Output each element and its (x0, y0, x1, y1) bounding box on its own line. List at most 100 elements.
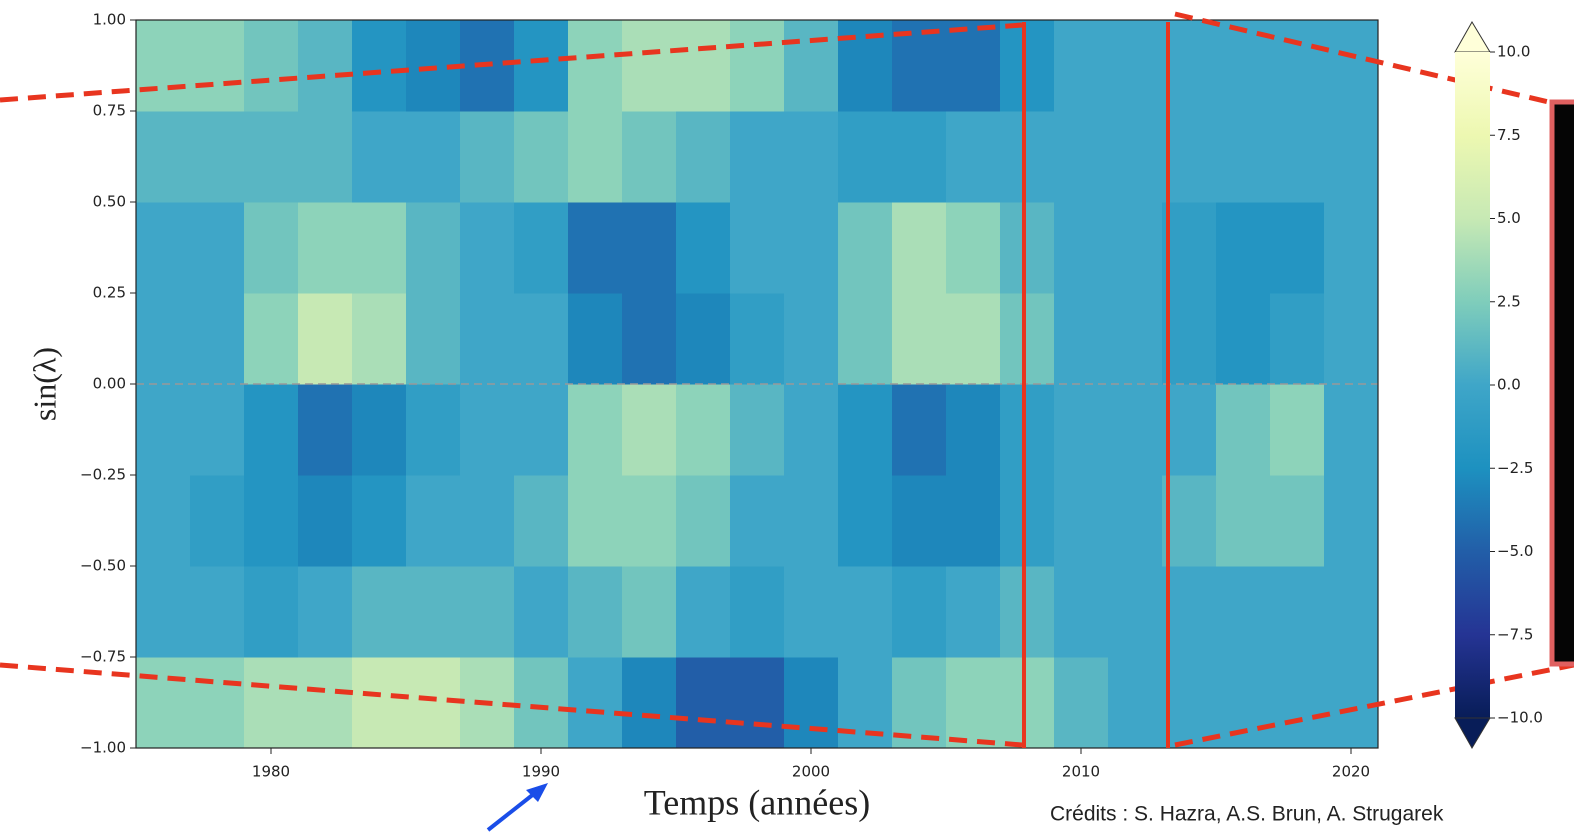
cell (1108, 111, 1163, 203)
cell (1216, 111, 1271, 203)
cell (784, 20, 839, 112)
cell (406, 202, 461, 294)
cell (676, 111, 731, 203)
cell (190, 657, 245, 748)
arrow-shaft (486, 791, 537, 832)
cell (1108, 657, 1163, 748)
cell (352, 657, 407, 748)
cell (352, 202, 407, 294)
cell (784, 384, 839, 476)
cell (1108, 20, 1163, 112)
cell (460, 566, 515, 658)
cell (1216, 657, 1271, 748)
cell (136, 293, 191, 385)
y-tick-label: 1.00 (93, 11, 126, 29)
annotations (0, 11, 1574, 748)
cell (244, 111, 299, 203)
cell (1054, 657, 1109, 748)
cell (1108, 202, 1163, 294)
cell (1108, 293, 1163, 385)
cell (1270, 384, 1325, 476)
colorbar-extension (1454, 717, 1491, 749)
colorbar-tick-label: 5.0 (1497, 209, 1521, 227)
inset (1549, 99, 1574, 667)
x-tick-label: 1980 (252, 763, 290, 781)
cell (514, 20, 569, 112)
cell (784, 475, 839, 567)
colorbar-tick-label: 0.0 (1497, 376, 1521, 394)
cell (1216, 384, 1271, 476)
cell (1216, 475, 1271, 567)
cell (1324, 566, 1378, 658)
cell (1270, 657, 1325, 748)
cell (730, 657, 785, 748)
cell (1000, 475, 1055, 567)
heatmap (136, 20, 1378, 748)
cell (190, 202, 245, 294)
cell (892, 475, 947, 567)
cell (676, 566, 731, 658)
cell (1270, 475, 1325, 567)
y-axis-label: sin(λ) (26, 347, 62, 421)
cell (1324, 475, 1378, 567)
cell (514, 384, 569, 476)
cell (1216, 202, 1271, 294)
cell (622, 20, 677, 112)
cell (622, 202, 677, 294)
cell (838, 20, 893, 112)
cell (1216, 566, 1271, 658)
cell (568, 566, 623, 658)
dashed-line (1174, 662, 1574, 748)
cell (406, 111, 461, 203)
cell (244, 384, 299, 476)
cell (136, 566, 191, 658)
cell (1000, 566, 1055, 658)
cell (1054, 202, 1109, 294)
cell (838, 111, 893, 203)
cell (190, 566, 245, 658)
colorbar-extension (1454, 21, 1491, 53)
cell (838, 293, 893, 385)
cell (1270, 566, 1325, 658)
cell (352, 20, 407, 112)
cell (190, 111, 245, 203)
cell (298, 384, 353, 476)
cell (352, 475, 407, 567)
cell (244, 566, 299, 658)
cell (730, 111, 785, 203)
cell (406, 475, 461, 567)
cell (460, 475, 515, 567)
cell (730, 566, 785, 658)
cell (298, 202, 353, 294)
cell (190, 293, 245, 385)
colorbar-body (1455, 52, 1490, 718)
cell (730, 202, 785, 294)
cell (730, 293, 785, 385)
cell (892, 566, 947, 658)
x-axis-label: Temps (années) (644, 782, 870, 822)
cell (1270, 202, 1325, 294)
cell (352, 566, 407, 658)
x-tick-label: 2020 (1332, 763, 1370, 781)
colorbar-tick-label: −7.5 (1497, 625, 1533, 643)
cell (946, 293, 1001, 385)
cell (568, 384, 623, 476)
cell (298, 566, 353, 658)
cell (1324, 293, 1378, 385)
cell (1000, 20, 1055, 112)
cell (460, 202, 515, 294)
cell (514, 202, 569, 294)
cell (1162, 657, 1217, 748)
cell (406, 384, 461, 476)
y-tick-label: −0.25 (80, 466, 126, 484)
cell (946, 20, 1001, 112)
cell (514, 111, 569, 203)
cell (946, 566, 1001, 658)
cell (1216, 293, 1271, 385)
cell (1162, 20, 1217, 112)
cell (784, 657, 839, 748)
cell (1162, 566, 1217, 658)
dashed-line (0, 22, 1023, 103)
cell (1162, 293, 1217, 385)
